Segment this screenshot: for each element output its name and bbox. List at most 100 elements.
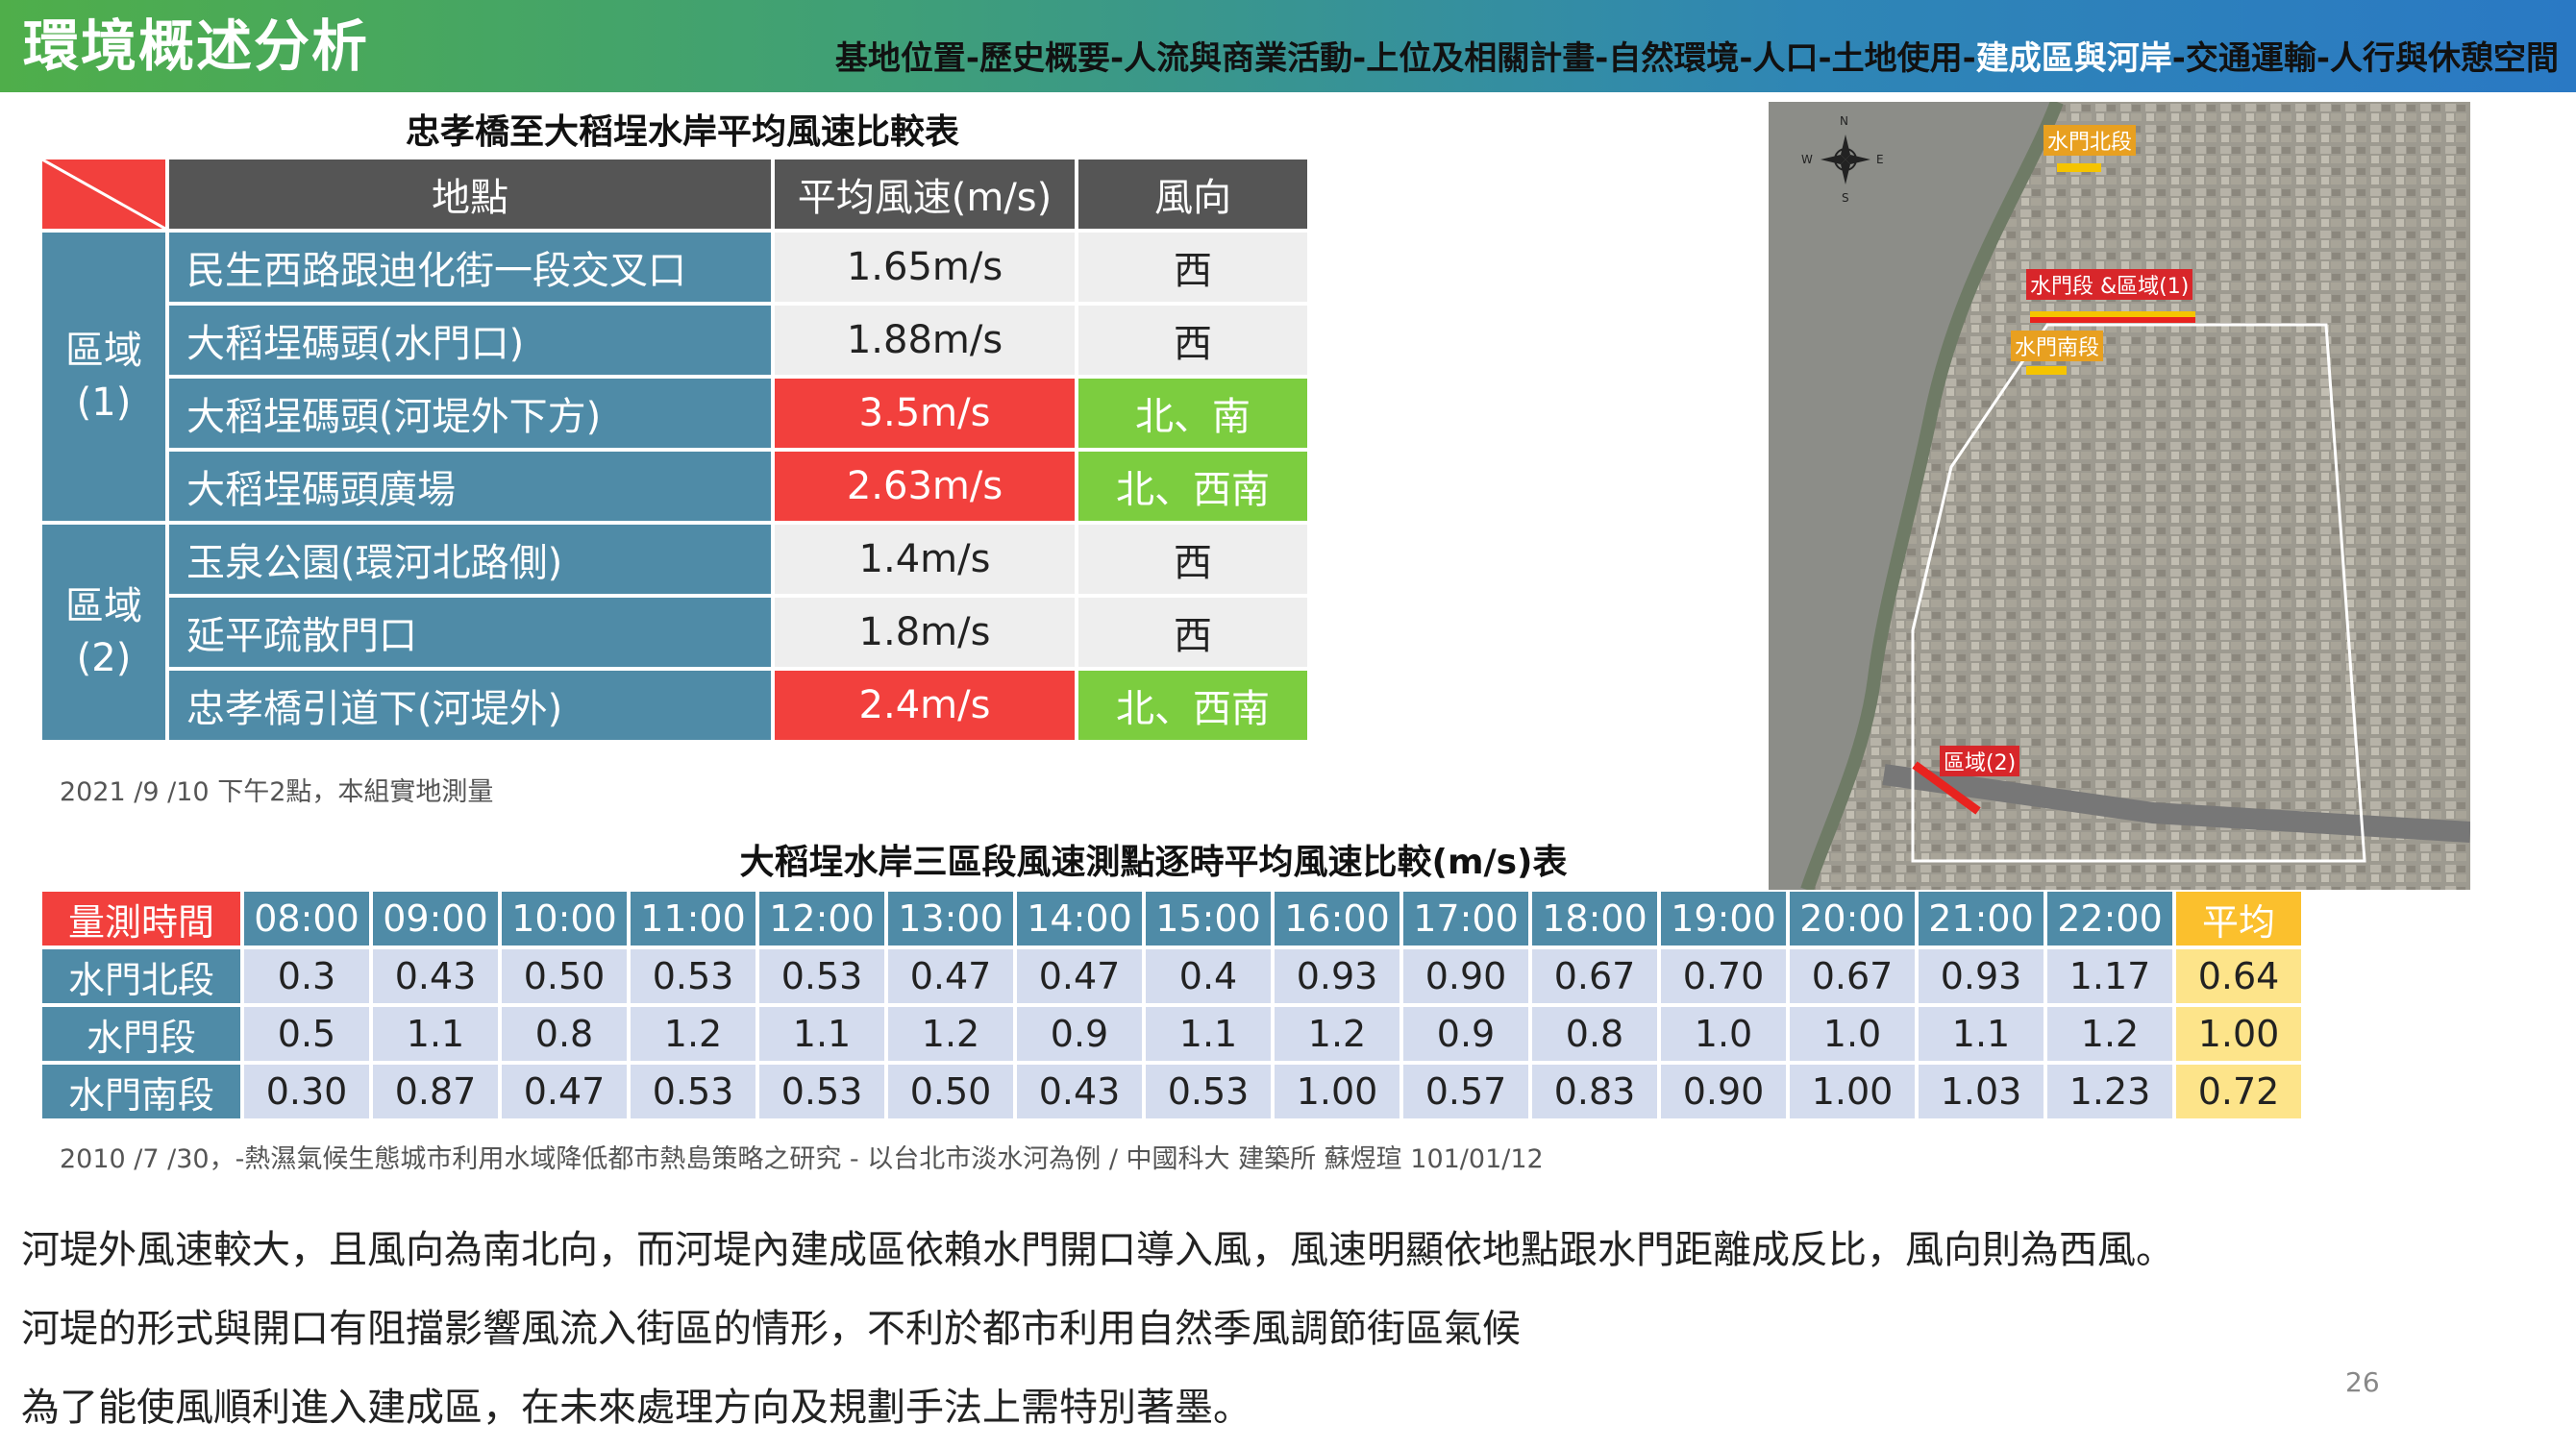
value-cell: 0.83: [1532, 1065, 1657, 1118]
breadcrumb-item[interactable]: 人流與商業活動: [1124, 39, 1353, 78]
value-cell: 0.53: [631, 949, 755, 1003]
value-cell: 1.17: [2047, 949, 2172, 1003]
table-row: 水門北段 0.3 0.43 0.50 0.53 0.53 0.47 0.47 0…: [42, 949, 2301, 1003]
breadcrumb-item[interactable]: 自然環境: [1608, 39, 1740, 78]
value-cell: 1.1: [1146, 1007, 1271, 1061]
location-cell: 忠孝橋引道下(河堤外): [169, 671, 771, 740]
table2-source: 2010 /7 /30，-熱濕氣候生態城市利用水域降低都市熱島策略之研究 - 以…: [60, 1144, 1544, 1174]
header-speed: 平均風速(m/s): [775, 160, 1075, 229]
breadcrumb-item[interactable]: 上位及相關計畫: [1366, 39, 1596, 78]
direction-cell-highlight: 北、西南: [1078, 671, 1307, 740]
compass-s: S: [1842, 191, 1849, 205]
breadcrumb-item[interactable]: 人行與休憩空間: [2330, 39, 2559, 78]
header-direction: 風向: [1078, 160, 1307, 229]
time-header: 19:00: [1661, 892, 1786, 946]
map-label-north-section: 水門北段: [2043, 125, 2137, 156]
breadcrumb-separator: -: [965, 39, 979, 78]
breadcrumb-item[interactable]: 基地位置: [834, 39, 966, 78]
body-paragraph: 為了能使風順利進入建成區，在未來處理方向及規劃手法上需特別著墨。: [21, 1386, 1251, 1430]
map-label-south-section: 水門南段: [2011, 331, 2104, 361]
value-cell: 0.8: [502, 1007, 627, 1061]
table1-header-row: 地點 平均風速(m/s) 風向: [42, 160, 1307, 229]
hourly-wind-table: 量測時間 08:00 09:00 10:00 11:00 12:00 13:00…: [38, 888, 2305, 1122]
river: [1769, 102, 2057, 890]
time-header: 12:00: [759, 892, 884, 946]
breadcrumb-item[interactable]: 人口: [1752, 39, 1819, 78]
direction-cell-highlight: 北、西南: [1078, 452, 1307, 521]
value-cell: 0.47: [502, 1065, 627, 1118]
time-header: 13:00: [888, 892, 1013, 946]
speed-cell: 1.8m/s: [775, 598, 1075, 667]
breadcrumb-item-active[interactable]: 建成區與河岸: [1975, 39, 2172, 78]
value-cell: 0.53: [631, 1065, 755, 1118]
value-cell: 1.0: [1661, 1007, 1786, 1061]
value-cell: 0.87: [373, 1065, 498, 1118]
value-cell: 1.03: [1919, 1065, 2043, 1118]
table-row: 大稻埕碼頭(河堤外下方) 3.5m/s 北、南: [42, 379, 1307, 448]
value-cell: 0.70: [1661, 949, 1786, 1003]
value-cell: 0.93: [1275, 949, 1399, 1003]
value-cell: 0.67: [1790, 949, 1915, 1003]
location-cell: 大稻埕碼頭(河堤外下方): [169, 379, 771, 448]
value-cell: 0.53: [759, 1065, 884, 1118]
value-cell: 1.2: [2047, 1007, 2172, 1061]
diagonal-slash-icon: [42, 160, 165, 229]
compass-e: E: [1876, 153, 1884, 166]
region-2-cell: 區域 (2): [42, 525, 165, 740]
segment-label: 水門北段: [42, 949, 240, 1003]
section-breadcrumb: 基地位置-歷史概要-人流與商業活動-上位及相關計畫-自然環境-人口-土地使用-建…: [835, 35, 2559, 83]
table-row: 區域 (1) 民生西路跟迪化街一段交叉口 1.65m/s 西: [42, 233, 1307, 521]
compass-n: N: [1840, 114, 1848, 128]
value-cell: 0.90: [1403, 949, 1528, 1003]
breadcrumb-item[interactable]: 歷史概要: [979, 39, 1110, 78]
gate-section-marker-yellow: [2030, 311, 2195, 317]
breadcrumb-separator: -: [1110, 39, 1125, 78]
speed-cell-highlight: 2.4m/s: [775, 671, 1075, 740]
speed-cell-highlight: 3.5m/s: [775, 379, 1075, 448]
wind-speed-table: 地點 平均風速(m/s) 風向 區域 (1) 民生西路跟迪化街一段交叉口 1.6…: [38, 156, 1311, 744]
breadcrumb-item[interactable]: 土地使用: [1831, 39, 1963, 78]
value-cell: 0.43: [1017, 1065, 1142, 1118]
value-cell: 0.50: [888, 1065, 1013, 1118]
location-cell: 大稻埕碼頭廣場: [169, 452, 771, 521]
direction-cell-highlight: 北、南: [1078, 379, 1307, 448]
riverbank: [1800, 102, 2064, 890]
body-paragraph: 河堤的形式與開口有阻擋影響風流入街區的情形，不利於都市利用自然季風調節街區氣候: [21, 1307, 1521, 1351]
breadcrumb-separator: -: [2171, 39, 2186, 78]
value-cell: 0.53: [759, 949, 884, 1003]
value-cell: 0.50: [502, 949, 627, 1003]
value-cell: 0.47: [1017, 949, 1142, 1003]
north-section-marker: [2057, 163, 2101, 172]
table-row: 大稻埕碼頭(水門口) 1.88m/s 西: [42, 306, 1307, 375]
location-cell: 民生西路跟迪化街一段交叉口: [169, 233, 771, 302]
value-cell: 1.2: [888, 1007, 1013, 1061]
time-header: 09:00: [373, 892, 498, 946]
speed-cell-highlight: 2.63m/s: [775, 452, 1075, 521]
body-paragraph: 河堤外風速較大，且風向為南北向，而河堤內建成區依賴水門開口導入風，風速明顯依地點…: [21, 1228, 2174, 1272]
table-row: 延平疏散門口 1.8m/s 西: [42, 598, 1307, 667]
average-cell: 1.00: [2176, 1007, 2301, 1061]
region-name: 區域: [65, 584, 142, 628]
table1-caption: 忠孝橋至大稻埕水岸平均風速比較表: [405, 112, 959, 152]
value-cell: 1.0: [1790, 1007, 1915, 1061]
table-row: 忠孝橋引道下(河堤外) 2.4m/s 北、西南: [42, 671, 1307, 740]
value-cell: 0.53: [1146, 1065, 1271, 1118]
bridge-road: [1882, 764, 2470, 843]
time-header: 08:00: [244, 892, 369, 946]
region-name: 區域: [65, 329, 142, 373]
time-header: 11:00: [631, 892, 755, 946]
average-header: 平均: [2176, 892, 2301, 946]
south-section-marker: [2026, 366, 2067, 375]
table-row: 水門段 0.5 1.1 0.8 1.2 1.1 1.2 0.9 1.1 1.2 …: [42, 1007, 2301, 1061]
breadcrumb-separator: -: [1739, 39, 1753, 78]
gate-section-marker-red: [2030, 317, 2195, 323]
speed-cell: 1.4m/s: [775, 525, 1075, 594]
table-corner-cell: [42, 160, 165, 229]
breadcrumb-item[interactable]: 交通運輸: [2185, 39, 2316, 78]
value-cell: 0.9: [1017, 1007, 1142, 1061]
breadcrumb-separator: -: [2316, 39, 2330, 78]
value-cell: 0.43: [373, 949, 498, 1003]
table-row: 大稻埕碼頭廣場 2.63m/s 北、西南: [42, 452, 1307, 521]
value-cell: 0.8: [1532, 1007, 1657, 1061]
aerial-map: N S E W 水門北段 水門段 &區域(1) 水門南段 區域(2): [1769, 102, 2470, 890]
